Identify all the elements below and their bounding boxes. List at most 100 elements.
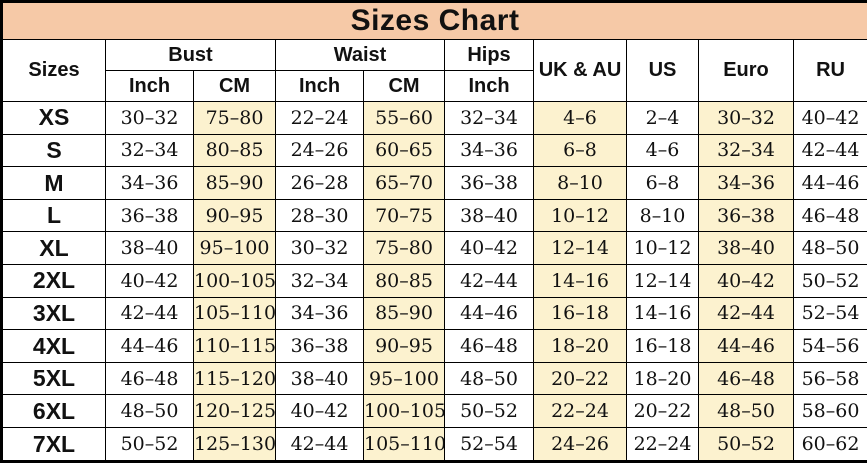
cell-bust-inch: 32–34	[105, 133, 194, 168]
cell-euro: 42–44	[698, 296, 794, 331]
cell-size: 4XL	[1, 329, 106, 363]
cell-uk-au: 8–10	[533, 166, 627, 200]
cell-euro: 30–32	[698, 101, 794, 135]
cell-bust-inch: 44–46	[105, 329, 194, 363]
cell-bust-inch: 42–44	[105, 296, 194, 331]
cell-waist-cm: 65–70	[363, 166, 445, 200]
cell-bust-cm: 95–100	[193, 231, 276, 266]
cell-waist-inch: 42–44	[275, 427, 364, 462]
col-header-hips: Hips	[444, 39, 534, 71]
cell-waist-inch: 32–34	[275, 264, 364, 298]
cell-ru: 48–50	[792, 231, 867, 266]
subheader-bust-inch: Inch	[105, 70, 194, 102]
cell-euro: 36–38	[698, 198, 794, 233]
cell-waist-cm: 90–95	[363, 329, 445, 363]
cell-hips-inch: 46–48	[444, 329, 534, 363]
cell-us: 8–10	[626, 198, 699, 233]
cell-hips-inch: 36–38	[444, 166, 534, 200]
cell-size: 3XL	[1, 296, 106, 331]
table-row: 5XL 46–48 115–120 38–40 95–100 48–50 20–22 18–2…	[1, 361, 867, 396]
table-row: 6XL 48–50 120–125 40–42 100–105 50–52 22–24 20–…	[1, 394, 867, 429]
cell-hips-inch: 48–50	[444, 361, 534, 396]
cell-ru: 56–58	[792, 361, 867, 396]
cell-waist-inch: 38–40	[275, 361, 364, 396]
table-row: XL 38–40 95–100 30–32 75–80 40–42 12–14 10–12 38…	[1, 231, 867, 266]
cell-size: S	[1, 133, 106, 168]
cell-euro: 48–50	[698, 394, 794, 429]
cell-hips-inch: 32–34	[444, 101, 534, 135]
table-row: XS 30–32 75–80 22–24 55–60 32–34 4–6 2–4 30–32 40…	[1, 101, 867, 135]
cell-ru: 52–54	[792, 296, 867, 331]
cell-waist-cm: 100–105	[363, 394, 445, 429]
table-row: 4XL 44–46 110–115 36–38 90–95 46–48 18–20 16–18…	[1, 329, 867, 363]
cell-bust-cm: 110–115	[193, 329, 276, 363]
cell-ru: 42–44	[792, 133, 867, 168]
cell-hips-inch: 52–54	[444, 427, 534, 462]
cell-waist-cm: 105–110	[363, 427, 445, 462]
cell-euro: 44–46	[698, 329, 794, 363]
cell-euro: 50–52	[698, 427, 794, 462]
table-body: XS 30–32 75–80 22–24 55–60 32–34 4–6 2–4 30–32 40…	[1, 101, 867, 462]
cell-uk-au: 22–24	[533, 394, 627, 429]
cell-hips-inch: 40–42	[444, 231, 534, 266]
cell-size: 5XL	[1, 361, 106, 396]
cell-euro: 38–40	[698, 231, 794, 266]
cell-bust-cm: 75–80	[193, 101, 276, 135]
cell-euro: 46–48	[698, 361, 794, 396]
cell-bust-inch: 48–50	[105, 394, 194, 429]
cell-uk-au: 16–18	[533, 296, 627, 331]
cell-us: 4–6	[626, 133, 699, 168]
cell-size: XS	[1, 101, 106, 135]
table-row: L 36–38 90–95 28–30 70–75 38–40 10–12 8–10 36–38…	[1, 198, 867, 233]
cell-ru: 54–56	[792, 329, 867, 363]
cell-ru: 44–46	[792, 166, 867, 200]
cell-bust-cm: 85–90	[193, 166, 276, 200]
col-header-euro: Euro	[698, 39, 794, 102]
cell-waist-inch: 28–30	[275, 198, 364, 233]
cell-us: 16–18	[626, 329, 699, 363]
cell-ru: 58–60	[792, 394, 867, 429]
col-header-sizes: Sizes	[1, 39, 106, 102]
cell-us: 6–8	[626, 166, 699, 200]
cell-bust-cm: 90–95	[193, 198, 276, 233]
cell-us: 14–16	[626, 296, 699, 331]
col-header-waist: Waist	[275, 39, 445, 71]
table-row: 2XL 40–42 100–105 32–34 80–85 42–44 14–16 12–14…	[1, 264, 867, 298]
cell-us: 12–14	[626, 264, 699, 298]
cell-euro: 34–36	[698, 166, 794, 200]
cell-waist-cm: 85–90	[363, 296, 445, 331]
cell-waist-inch: 40–42	[275, 394, 364, 429]
cell-waist-inch: 22–24	[275, 101, 364, 135]
cell-waist-inch: 30–32	[275, 231, 364, 266]
table-row: 7XL 50–52 125–130 42–44 105–110 52–54 24–26 22–…	[1, 427, 867, 462]
cell-uk-au: 10–12	[533, 198, 627, 233]
cell-size: 7XL	[1, 427, 106, 462]
cell-size: 2XL	[1, 264, 106, 298]
cell-size: M	[1, 166, 106, 200]
cell-ru: 40–42	[792, 101, 867, 135]
cell-uk-au: 14–16	[533, 264, 627, 298]
cell-ru: 60–62	[792, 427, 867, 462]
cell-us: 18–20	[626, 361, 699, 396]
page-title: Sizes Chart	[0, 1, 867, 40]
cell-bust-cm: 125–130	[193, 427, 276, 462]
cell-waist-inch: 26–28	[275, 166, 364, 200]
cell-bust-inch: 34–36	[105, 166, 194, 200]
title-row: Sizes Chart	[0, 1, 867, 40]
cell-waist-cm: 75–80	[363, 231, 445, 266]
cell-hips-inch: 42–44	[444, 264, 534, 298]
cell-uk-au: 20–22	[533, 361, 627, 396]
cell-uk-au: 4–6	[533, 101, 627, 135]
header-row-1: Sizes Bust Waist Hips UK & AU US Euro RU	[1, 39, 867, 102]
cell-bust-inch: 36–38	[105, 198, 194, 233]
col-header-us: US	[626, 39, 699, 102]
subheader-hips-inch: Inch	[444, 70, 534, 102]
cell-bust-inch: 50–52	[105, 427, 194, 462]
cell-uk-au: 12–14	[533, 231, 627, 266]
cell-bust-cm: 105–110	[193, 296, 276, 331]
cell-bust-cm: 115–120	[193, 361, 276, 396]
cell-us: 22–24	[626, 427, 699, 462]
table-row: 3XL 42–44 105–110 34–36 85–90 44–46 16–18 14–16…	[1, 296, 867, 331]
header-row-2: Inch CM Inch CM Inch	[2, 70, 867, 102]
